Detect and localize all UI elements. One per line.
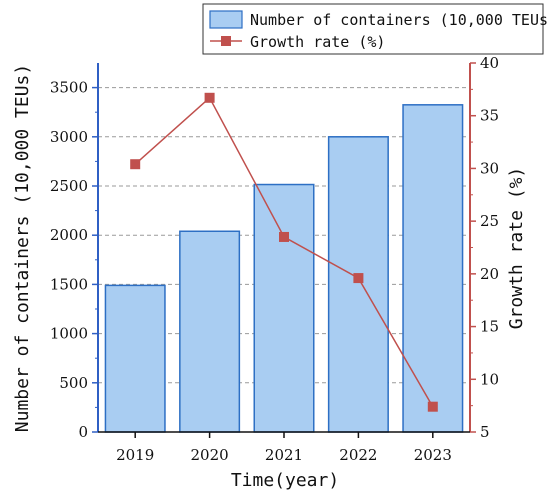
y-tick-label: 2000 bbox=[50, 226, 88, 244]
y-tick-label: 2500 bbox=[50, 177, 88, 195]
bar-2021 bbox=[253, 183, 315, 433]
legend-box bbox=[202, 3, 544, 55]
bar-series bbox=[104, 104, 464, 433]
y-tick-label: 1500 bbox=[50, 275, 88, 293]
bar-2023 bbox=[402, 104, 464, 433]
y2-tick-label: 40 bbox=[480, 54, 499, 72]
y2-tick-label: 15 bbox=[480, 318, 499, 336]
y2-tick-label: 25 bbox=[480, 212, 499, 230]
growth-marker-2021 bbox=[279, 231, 289, 242]
bar-2019 bbox=[104, 284, 166, 433]
x-tick-label: 2020 bbox=[191, 446, 229, 464]
growth-marker-2020 bbox=[204, 92, 215, 103]
legend-label-bar: Number of containers (10,000 TEUs) bbox=[250, 11, 550, 29]
y-tick-label: 0 bbox=[78, 423, 88, 441]
legend: Number of containers (10,000 TEUs) Growt… bbox=[202, 3, 550, 55]
y-tick-label: 500 bbox=[59, 374, 88, 392]
y2-axis-title: Growth rate (%) bbox=[506, 167, 527, 330]
tick-labels: 0 500 1000 1500 2000 2500 3000 3500 5 10 15 20 25 30 3… bbox=[50, 54, 499, 464]
growth-marker-2019 bbox=[130, 159, 141, 170]
x-axis-title: Time(year) bbox=[231, 470, 339, 491]
y2-tick-label: 10 bbox=[480, 370, 499, 388]
axes bbox=[92, 62, 476, 438]
y-tick-label: 1000 bbox=[50, 325, 88, 343]
y2-tick-label: 30 bbox=[480, 159, 499, 177]
x-tick-label: 2019 bbox=[116, 446, 154, 464]
legend-swatch-marker bbox=[221, 36, 231, 46]
y2-tick-label: 35 bbox=[480, 107, 499, 125]
y-tick-label: 3500 bbox=[50, 79, 88, 97]
growth-marker-2022 bbox=[353, 273, 364, 284]
bar-2022 bbox=[327, 136, 389, 433]
x-tick-label: 2021 bbox=[265, 446, 303, 464]
y-axis-title: Number of containers (10,000 TEUs) bbox=[12, 64, 33, 432]
growth-line-series bbox=[130, 92, 438, 412]
y2-tick-label: 20 bbox=[480, 265, 499, 283]
legend-swatch-bar bbox=[209, 10, 243, 29]
y2-tick-label: 5 bbox=[480, 423, 490, 441]
bar-2020 bbox=[179, 230, 241, 433]
x-tick-label: 2023 bbox=[414, 446, 452, 464]
growth-marker-2023 bbox=[427, 401, 438, 412]
y-tick-label: 3000 bbox=[50, 128, 88, 146]
legend-label-line: Growth rate (%) bbox=[250, 33, 385, 51]
x-tick-label: 2022 bbox=[339, 446, 377, 464]
